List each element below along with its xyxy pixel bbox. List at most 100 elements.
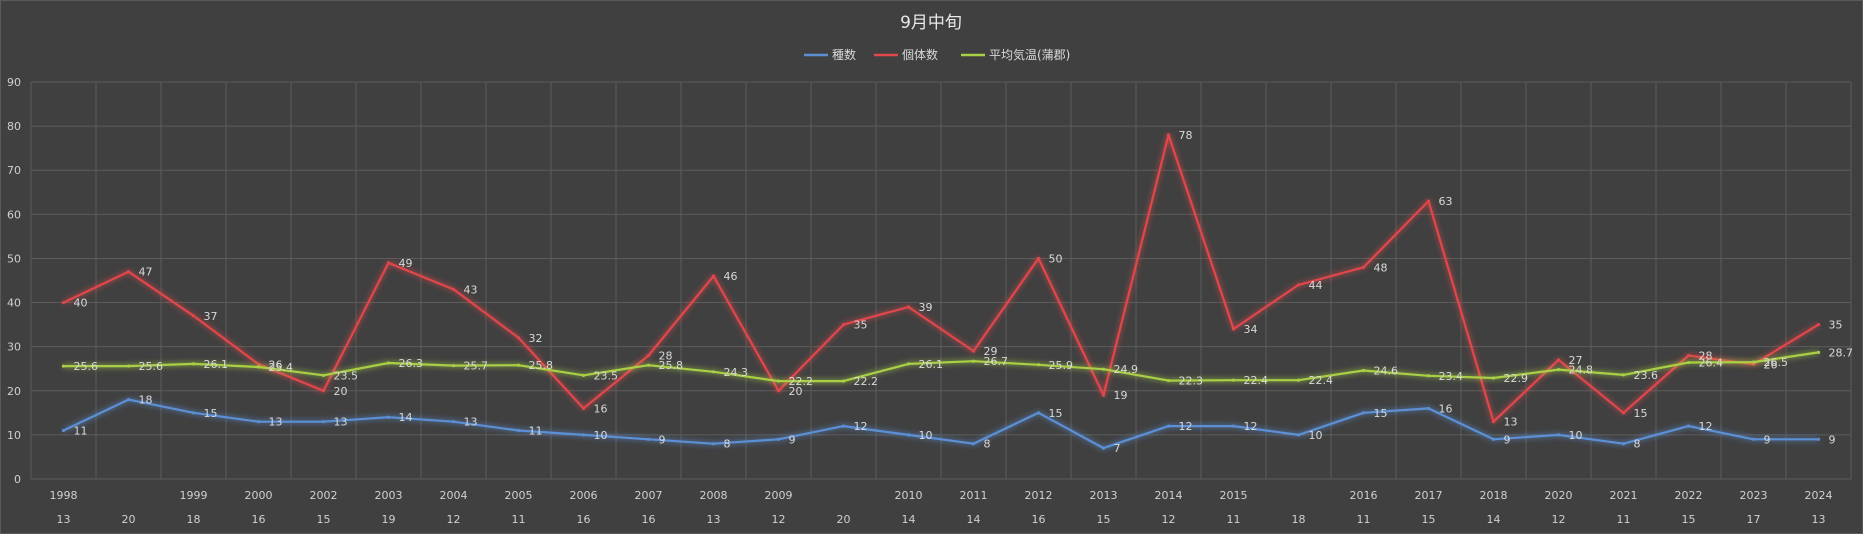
legend: 種数 個体数 平均気温(蒲郡): [804, 47, 1070, 62]
data-label: 49: [399, 257, 413, 270]
data-point: [1621, 373, 1626, 377]
data-point: [1296, 378, 1301, 382]
data-point: [1166, 379, 1171, 383]
data-label: 15: [1049, 407, 1063, 420]
y-tick-label: 40: [7, 297, 21, 310]
data-point: [1361, 368, 1366, 373]
data-point: [1361, 265, 1366, 269]
data-point: [1686, 360, 1691, 365]
y-tick-label: 20: [7, 385, 21, 398]
data-label: 20: [334, 385, 348, 398]
data-label: 34: [1244, 323, 1258, 336]
data-label: 26: [269, 358, 283, 371]
data-label: 26: [1764, 358, 1778, 371]
data-label: 24.6: [1374, 364, 1399, 377]
x-tick-sub: 13: [57, 513, 71, 526]
data-label: 9: [659, 433, 666, 446]
legend-label: 種数: [832, 47, 856, 62]
x-tick-year: 2021: [1610, 489, 1638, 502]
data-point: [516, 336, 521, 340]
data-point: [1686, 353, 1691, 358]
y-tick-label: 50: [7, 252, 21, 265]
data-label: 47: [139, 266, 153, 279]
data-label: 46: [724, 270, 738, 283]
data-point: [1426, 374, 1431, 378]
data-label: 23.6: [1634, 369, 1659, 382]
data-point: [61, 428, 66, 433]
data-point: [581, 373, 586, 377]
data-label: 23.5: [594, 369, 619, 382]
data-point: [1036, 256, 1041, 261]
data-label: 26.3: [399, 357, 424, 370]
x-tick-year: 2004: [440, 489, 468, 502]
data-label: 7: [1114, 442, 1121, 455]
x-tick-sub: 15: [1682, 513, 1696, 526]
data-label: 50: [1049, 252, 1063, 265]
data-label: 12: [854, 420, 868, 433]
chart-title: 9月中旬: [900, 13, 962, 33]
data-label: 18: [139, 394, 153, 407]
data-point: [776, 379, 781, 383]
x-tick-year: 2016: [1350, 489, 1378, 502]
x-tick-sub: 13: [707, 513, 721, 526]
data-point: [971, 349, 976, 353]
data-label: 13: [464, 416, 478, 429]
y-axis: 0 10 20 30 40 50 60 70 80 90: [7, 76, 21, 486]
data-point: [191, 362, 196, 366]
x-tick-year: 2009: [765, 489, 793, 502]
x-tick-year: 2011: [960, 489, 988, 502]
x-tick-year: 2023: [1740, 489, 1768, 502]
data-label: 23.5: [334, 369, 359, 382]
x-tick-sub: 12: [1162, 513, 1176, 526]
data-point: [386, 261, 391, 265]
data-label: 22.4: [1244, 374, 1269, 387]
series-line-0: [63, 398, 1819, 450]
data-point: [126, 270, 131, 274]
data-point: [451, 420, 456, 424]
x-tick-year: 2005: [505, 489, 533, 502]
data-label: 63: [1439, 195, 1453, 208]
data-point: [971, 442, 976, 446]
data-point: [841, 424, 846, 428]
x-tick-year: 2020: [1545, 489, 1573, 502]
x-tick-sub: 15: [317, 513, 331, 526]
x-tick-sub: 16: [1032, 513, 1046, 526]
data-point: [321, 420, 326, 424]
data-point: [321, 373, 326, 377]
x-tick-sub: 12: [772, 513, 786, 526]
data-point: [1751, 362, 1756, 366]
data-point: [1101, 393, 1106, 397]
x-tick-year: 2024: [1805, 489, 1833, 502]
data-label: 16: [1439, 402, 1453, 415]
x-tick-sub: 20: [837, 513, 851, 526]
x-tick-sub: 15: [1422, 513, 1436, 526]
data-label: 13: [334, 416, 348, 429]
data-label: 44: [1309, 279, 1323, 292]
x-tick-year: 2003: [375, 489, 403, 502]
data-label: 28: [1699, 349, 1713, 362]
data-label: 35: [1829, 319, 1843, 332]
x-tick-sub: 16: [642, 513, 656, 526]
x-tick-sub: 11: [1617, 513, 1631, 526]
y-tick-label: 90: [7, 76, 21, 89]
data-label: 27: [1569, 354, 1583, 367]
data-point: [256, 365, 261, 369]
x-tick-sub: 18: [187, 513, 201, 526]
data-point: [1296, 283, 1301, 287]
data-point: [451, 287, 456, 291]
data-point: [126, 364, 131, 368]
data-point: [1491, 376, 1496, 380]
data-label: 14: [399, 411, 413, 424]
x-axis: 1998 13 20 1999 18 2000 16 2002 15 2003 19 2004 12 20…: [50, 489, 1833, 526]
x-tick-year: 2000: [245, 489, 273, 502]
data-point: [1426, 199, 1431, 203]
data-label: 12: [1699, 420, 1713, 433]
data-label: 24.9: [1114, 363, 1139, 376]
data-point: [451, 364, 456, 368]
data-point: [1166, 424, 1171, 428]
x-tick-sub: 11: [1357, 513, 1371, 526]
y-tick-label: 60: [7, 208, 21, 221]
data-point: [1231, 327, 1236, 331]
data-label: 25.9: [1049, 359, 1074, 372]
